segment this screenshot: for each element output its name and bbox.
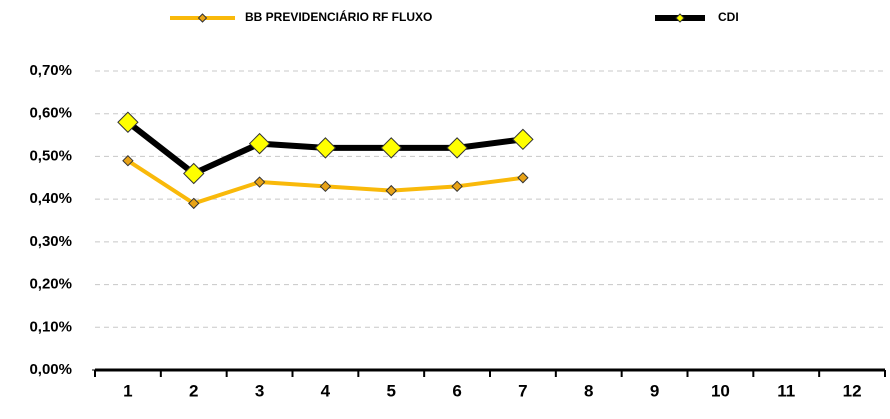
marker [385, 184, 397, 197]
y-tick-label: 0,00% [29, 361, 72, 378]
legend-label: CDI [718, 10, 739, 24]
marker [248, 132, 271, 155]
marker [183, 162, 205, 185]
y-tick-label: 0,40% [29, 190, 72, 207]
x-tick-label: 11 [777, 381, 795, 400]
x-tick-label: 8 [584, 381, 593, 400]
marker [314, 137, 337, 159]
marker [319, 180, 332, 193]
x-tick-label: 1 [123, 381, 132, 400]
x-tick-label: 10 [711, 381, 730, 400]
marker [446, 137, 468, 159]
marker [380, 137, 402, 159]
x-tick-label: 12 [843, 381, 862, 400]
y-tick-label: 0,70% [29, 62, 72, 79]
y-tick-label: 0,30% [29, 233, 72, 250]
x-tick-label: 7 [518, 381, 527, 400]
marker [122, 154, 134, 167]
y-tick-label: 0,20% [29, 276, 72, 293]
x-tick-label: 2 [189, 381, 198, 400]
marker [451, 180, 463, 193]
marker [517, 172, 529, 184]
x-tick-label: 4 [321, 381, 331, 400]
x-tick-label: 5 [387, 381, 396, 400]
marker [512, 128, 534, 151]
legend-label: BB PREVIDENCIÁRIO RF FLUXO [245, 9, 432, 24]
x-tick-label: 9 [650, 381, 659, 400]
legend-marker [197, 13, 208, 23]
x-tick-label: 3 [255, 381, 264, 400]
marker [188, 197, 200, 210]
marker [117, 111, 139, 133]
x-tick-label: 6 [452, 381, 461, 400]
y-tick-label: 0,60% [29, 105, 72, 122]
marker [253, 176, 266, 188]
y-tick-label: 0,10% [29, 318, 72, 335]
legend-marker [675, 13, 685, 23]
y-tick-label: 0,50% [29, 147, 72, 164]
